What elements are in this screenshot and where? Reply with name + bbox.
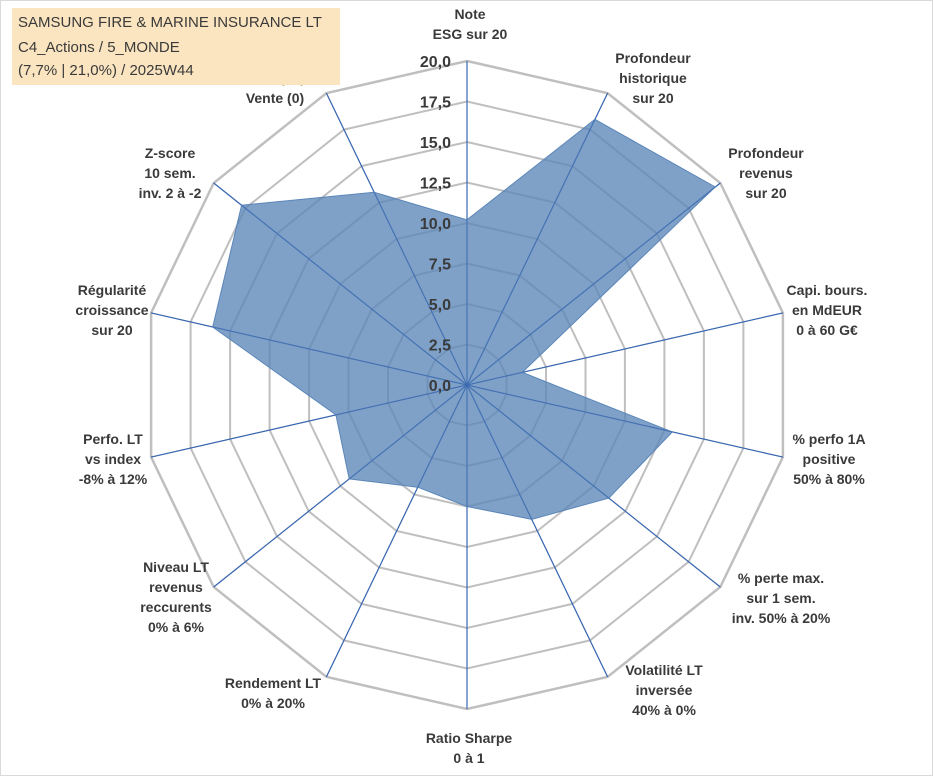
axis-label-line: 0 à 60 G€ xyxy=(796,322,858,338)
axis-label: Capi. bours. en MdEUR 0 à 60 G€ xyxy=(787,282,868,338)
axis-label-line: inversée xyxy=(636,682,693,698)
axis-label-line: sur 20 xyxy=(91,322,132,338)
axis-label: Rendement LT 0% à 20% xyxy=(225,675,322,711)
axis-label: % perfo 1A positive 50% à 80% xyxy=(792,431,865,487)
axis-label-line: 10 sem. xyxy=(144,165,195,181)
axis-label-line: % perfo 1A xyxy=(792,431,865,447)
tick-label: 5,0 xyxy=(429,297,451,314)
radar-series xyxy=(150,61,784,709)
axis-label: Régularité croissance sur 20 xyxy=(75,282,148,338)
axis-label-line: 50% à 80% xyxy=(793,471,865,487)
axis-label: Niveau LT revenus reccurents 0% à 6% xyxy=(140,559,212,635)
tick-label: 12,5 xyxy=(420,176,451,193)
axis-label-line: 0 à 1 xyxy=(453,750,484,766)
tick-label: 2,5 xyxy=(429,338,451,355)
tick-label: 15,0 xyxy=(420,135,451,152)
header-box: SAMSUNG FIRE & MARINE INSURANCE LT C4_Ac… xyxy=(12,8,340,85)
axis-label-line: % perte max. xyxy=(738,570,824,586)
axis-label: Volatilité LT inversée 40% à 0% xyxy=(625,662,703,718)
axis-label-line: Ratio Sharpe xyxy=(426,730,513,746)
radar-spoke-overlay xyxy=(213,384,468,588)
axis-label-line: Z-score xyxy=(145,145,196,161)
company-name: SAMSUNG FIRE & MARINE INSURANCE LT xyxy=(18,14,322,31)
axis-label-line: revenus xyxy=(739,165,793,181)
axis-label: Ratio Sharpe 0 à 1 xyxy=(426,730,513,766)
axis-label-line: ESG sur 20 xyxy=(433,26,508,42)
axis-label-line: croissance xyxy=(75,302,148,318)
radar-spoke-overlay xyxy=(325,92,468,386)
axis-label-line: Vente (0) xyxy=(246,90,304,106)
axis-label-line: -8% à 12% xyxy=(79,471,148,487)
radar-spoke-overlay xyxy=(466,92,609,386)
axis-label-line: 0% à 6% xyxy=(148,619,205,635)
axis-label-line: sur 20 xyxy=(632,90,673,106)
axis-label: Note ESG sur 20 xyxy=(433,6,508,42)
axis-label: Profondeur revenus sur 20 xyxy=(728,145,804,201)
tick-label: 10,0 xyxy=(420,216,451,233)
axis-label: Profondeur historique sur 20 xyxy=(615,50,691,106)
axis-label-line: reccurents xyxy=(140,599,212,615)
axis-label-line: sur 20 xyxy=(745,185,786,201)
axis-label-line: inv. 50% à 20% xyxy=(732,610,831,626)
axis-label-line: Volatilité LT xyxy=(625,662,703,678)
axis-label-line: en MdEUR xyxy=(792,302,862,318)
axis-label: Z-score 10 sem. inv. 2 à -2 xyxy=(139,145,202,201)
axis-label-line: Niveau LT xyxy=(143,559,209,575)
radar-spoke-overlay xyxy=(466,384,609,678)
axis-label-line: Perfo. LT xyxy=(83,431,143,447)
axis-label-line: inv. 2 à -2 xyxy=(139,185,202,201)
radar-spoke-overlay xyxy=(466,182,721,386)
series-area xyxy=(212,118,717,520)
axis-label-line: Régularité xyxy=(78,282,147,298)
radar-tick-labels: 0,0 2,5 5,0 7,5 10,0 12,5 15,0 17,5 20,0 xyxy=(420,54,451,395)
axis-label-line: revenus xyxy=(149,579,203,595)
radar-spoke-overlay xyxy=(213,182,468,386)
axis-label-line: Capi. bours. xyxy=(787,282,868,298)
radar-spoke-overlay xyxy=(150,384,468,458)
portfolio-label: C4_Actions / 5_MONDE xyxy=(18,39,180,56)
tick-label: 20,0 xyxy=(420,54,451,71)
axis-label-line: sur 1 sem. xyxy=(746,590,815,606)
axis-label: % perte max. sur 1 sem. inv. 50% à 20% xyxy=(732,570,831,626)
axis-label: Perfo. LT vs index -8% à 12% xyxy=(79,431,148,487)
axis-label-line: positive xyxy=(803,451,856,467)
radar-spoke-overlay xyxy=(466,384,721,588)
axis-label-line: Note xyxy=(454,6,485,22)
tick-label: 7,5 xyxy=(429,257,451,274)
axis-label-line: Profondeur xyxy=(728,145,804,161)
axis-label-line: Profondeur xyxy=(615,50,691,66)
tick-label: 17,5 xyxy=(420,95,451,112)
radar-spoke-overlay xyxy=(150,312,468,386)
tick-label: 0,0 xyxy=(429,378,451,395)
radar-spoke-overlay xyxy=(466,312,784,386)
axis-label-line: 40% à 0% xyxy=(632,702,696,718)
axis-label-line: 0% à 20% xyxy=(241,695,305,711)
axis-label-line: historique xyxy=(619,70,687,86)
axis-label-line: vs index xyxy=(85,451,141,467)
axis-label-line: Rendement LT xyxy=(225,675,322,691)
radar-spoke-overlay xyxy=(466,384,784,458)
metrics-label: (7,7% | 21,0%) / 2025W44 xyxy=(18,62,194,79)
radar-spoke-overlay xyxy=(325,384,468,678)
radar-axis-labels: Note ESG sur 20 Profondeur historique sur 20… xyxy=(75,6,867,766)
